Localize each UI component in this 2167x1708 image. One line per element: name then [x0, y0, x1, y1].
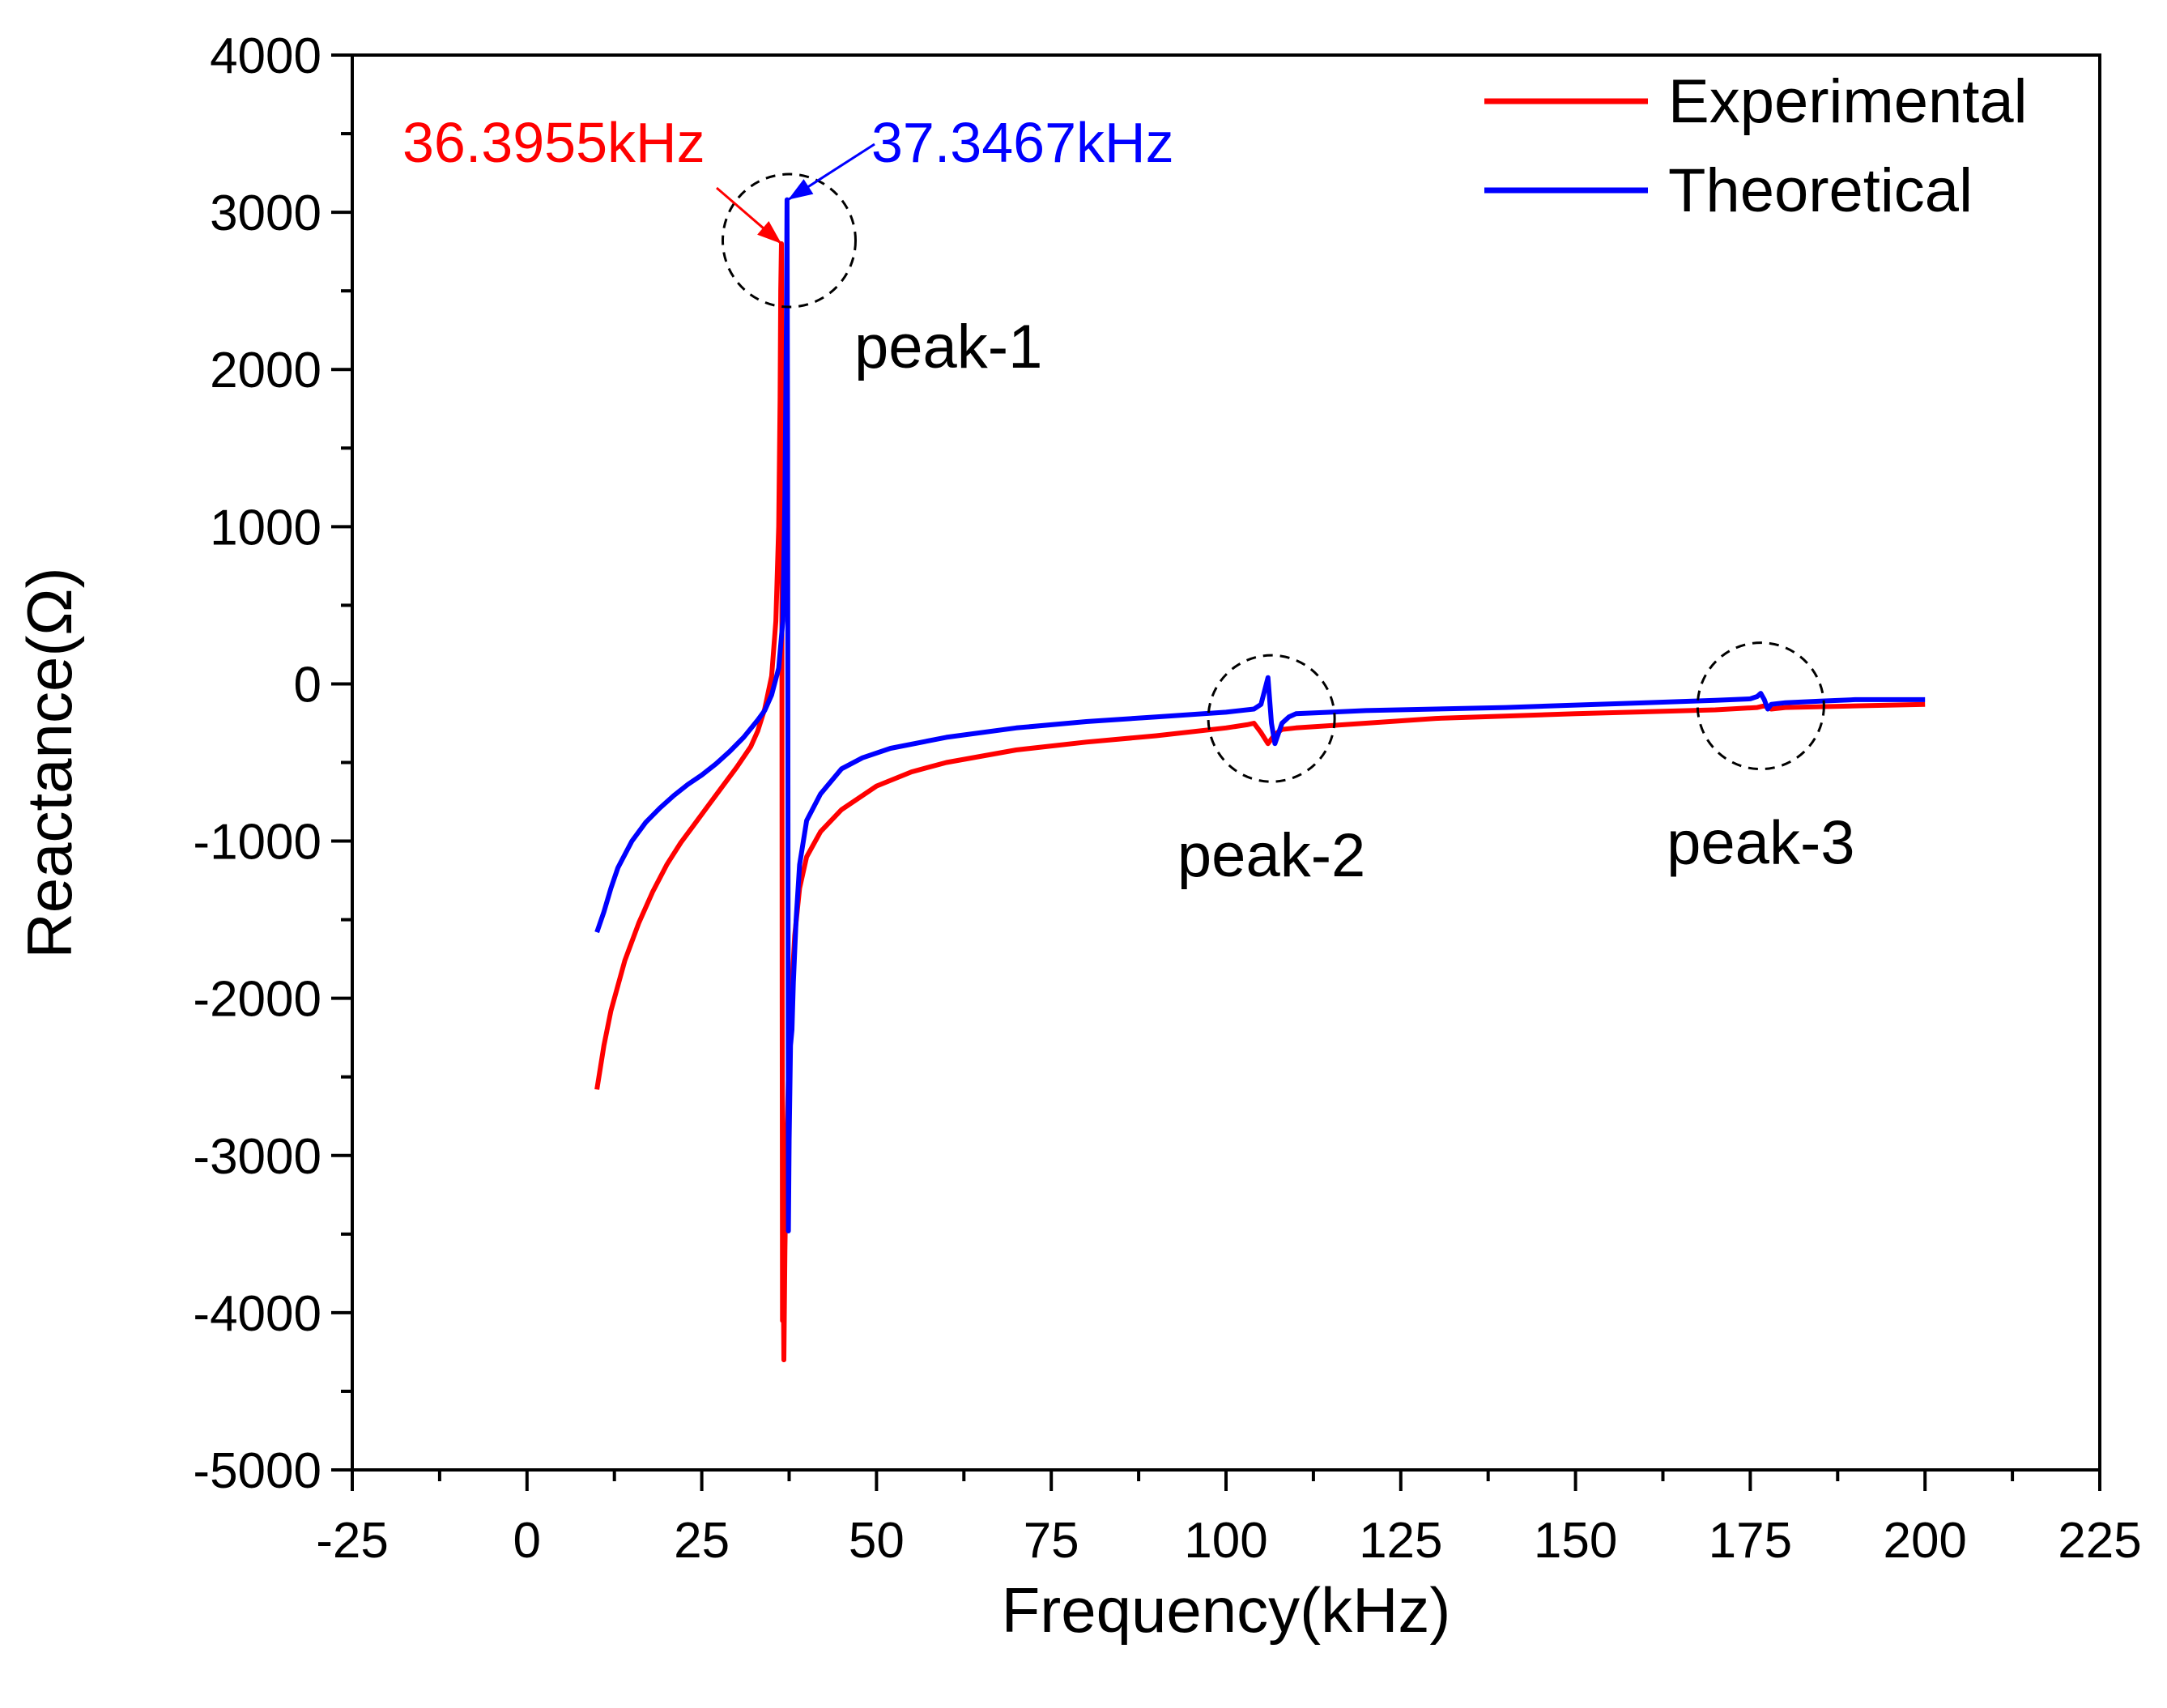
y-tick-label: -2000 [193, 972, 321, 1028]
y-tick-label: -5000 [193, 1443, 321, 1499]
x-tick-label: 75 [1024, 1513, 1079, 1569]
x-tick-label: 175 [1709, 1513, 1792, 1569]
y-tick-label: 2000 [210, 343, 321, 398]
peak-circle [1207, 654, 1336, 783]
peak-label: peak-2 [1177, 821, 1365, 890]
x-tick-labels: -25 0 25 50 75 100 125 150 175 200 225 [316, 1513, 2142, 1569]
y-tick-labels: -5000 -4000 -3000 -2000 -1000 0 1000 2000 3000 40… [193, 28, 321, 1499]
series-layer [594, 197, 1926, 1363]
annotation-arrow-head [788, 179, 814, 200]
frequency-annotation: 36.3955kHz [402, 111, 705, 174]
peak-label: peak-3 [1667, 809, 1854, 878]
peak-circle [722, 173, 857, 309]
x-tick-label: 100 [1184, 1513, 1267, 1569]
peak-circle [1696, 641, 1825, 771]
frequency-annotation: 37.3467kHz [871, 111, 1174, 174]
y-axis-label: Reactance(Ω) [14, 567, 85, 958]
x-tick-label: 225 [2058, 1513, 2141, 1569]
y-tick-label: -1000 [193, 815, 321, 871]
x-tick-label: 125 [1359, 1513, 1442, 1569]
y-tick-label: 4000 [210, 28, 321, 84]
legend: Experimental Theoretical [1484, 67, 2028, 225]
plot-frame [351, 53, 2101, 1472]
x-tick-label: 0 [513, 1513, 541, 1569]
legend-label-theoretical: Theoretical [1668, 156, 1973, 225]
peak-label: peak-1 [854, 313, 1042, 381]
y-tick-label: 0 [294, 657, 321, 713]
x-axis-label: Frequency(kHz) [1002, 1574, 1451, 1646]
x-tick-label: 25 [674, 1513, 730, 1569]
x-tick-label: -25 [316, 1513, 389, 1569]
annotation-arrow-head [757, 221, 781, 244]
y-tick-label: 3000 [210, 185, 321, 241]
axis-ticks [331, 53, 2101, 1491]
annotation-layer: peak-1 peak-2 peak-3 36.3955kHz 37.3467kHz [402, 111, 1855, 890]
series-line-theoretical [594, 197, 1926, 1233]
y-tick-label: -4000 [193, 1286, 321, 1342]
series-line-experimental [594, 241, 1926, 1363]
y-tick-label: 1000 [210, 500, 321, 556]
legend-label-experimental: Experimental [1668, 67, 2028, 136]
x-tick-label: 50 [849, 1513, 905, 1569]
x-tick-label: 150 [1534, 1513, 1617, 1569]
y-tick-label: -3000 [193, 1129, 321, 1185]
x-tick-label: 200 [1883, 1513, 1966, 1569]
